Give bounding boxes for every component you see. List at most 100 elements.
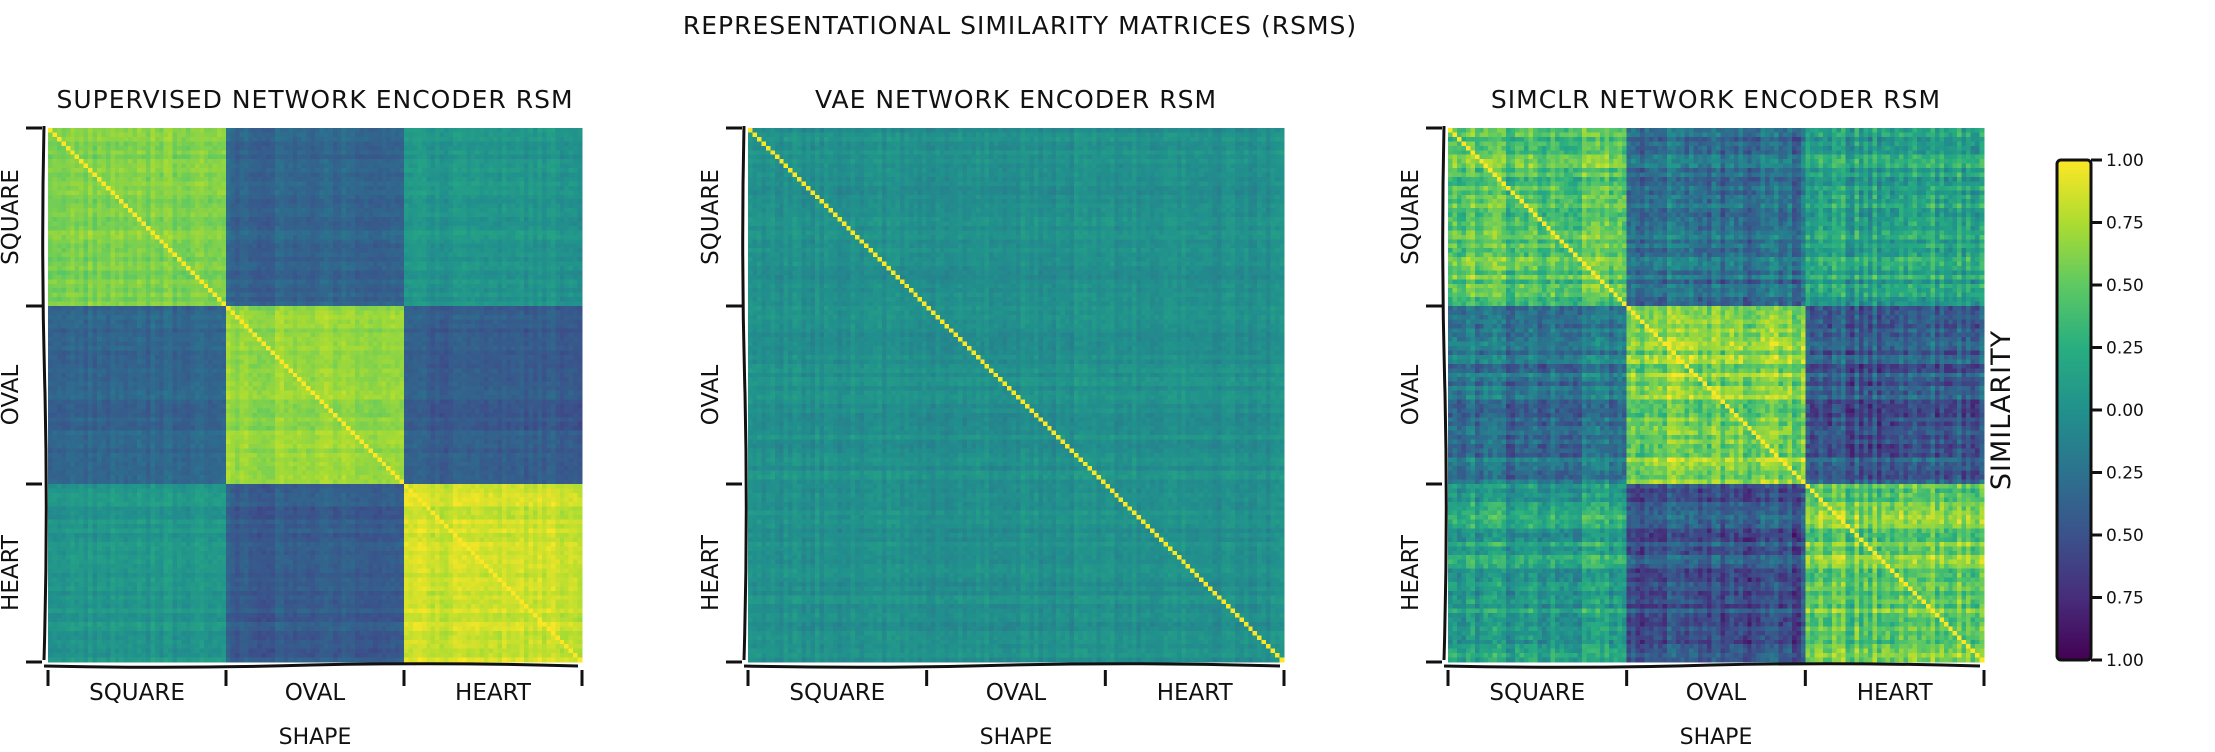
heatmap-cell xyxy=(101,181,106,186)
heatmap-cell xyxy=(141,155,146,160)
heatmap-cell xyxy=(422,181,427,186)
heatmap-cell xyxy=(133,226,138,231)
heatmap-cell xyxy=(186,150,191,155)
heatmap-cell xyxy=(520,146,525,151)
heatmap-cell xyxy=(471,150,476,155)
heatmap-cell xyxy=(449,208,454,213)
heatmap-cell xyxy=(93,159,98,164)
heatmap-cell xyxy=(408,137,413,142)
heatmap-cell xyxy=(444,177,449,182)
heatmap-cell xyxy=(84,190,89,195)
heatmap-cell xyxy=(395,204,400,209)
heatmap-cell xyxy=(368,221,373,226)
heatmap-cell xyxy=(141,159,146,164)
heatmap-cell xyxy=(360,150,365,155)
heatmap-cell xyxy=(262,177,267,182)
heatmap-cell xyxy=(391,159,396,164)
heatmap-cell xyxy=(426,150,431,155)
heatmap-cell xyxy=(440,217,445,222)
heatmap-cell xyxy=(124,146,129,151)
heatmap-cell xyxy=(168,137,173,142)
heatmap-cell xyxy=(449,173,454,178)
heatmap-cell xyxy=(560,217,565,222)
heatmap-cell xyxy=(159,190,164,195)
heatmap-cell xyxy=(337,186,342,191)
heatmap-cell xyxy=(471,155,476,160)
heatmap-cell xyxy=(546,221,551,226)
heatmap-cell xyxy=(449,186,454,191)
heatmap-cell xyxy=(297,128,302,133)
heatmap-cell xyxy=(106,221,111,226)
heatmap-cell xyxy=(293,164,298,169)
heatmap-cell xyxy=(137,181,142,186)
heatmap-cell xyxy=(400,150,405,155)
heatmap-cell xyxy=(133,199,138,204)
heatmap-cell xyxy=(48,159,53,164)
heatmap-cell xyxy=(400,190,405,195)
heatmap-cell xyxy=(444,155,449,160)
heatmap-cell xyxy=(502,204,507,209)
heatmap-cell xyxy=(226,141,231,146)
heatmap-cell xyxy=(457,181,462,186)
heatmap-cell xyxy=(377,213,382,218)
heatmap-cell xyxy=(239,128,244,133)
heatmap-cell xyxy=(417,208,422,213)
heatmap-cell xyxy=(110,173,115,178)
heatmap-cell xyxy=(368,173,373,178)
heatmap-cell xyxy=(431,141,436,146)
heatmap-cell xyxy=(497,132,502,137)
heatmap-cell xyxy=(364,204,369,209)
heatmap-cell xyxy=(106,159,111,164)
heatmap-cell xyxy=(417,221,422,226)
heatmap-cell xyxy=(115,177,120,182)
heatmap-cell xyxy=(253,159,258,164)
heatmap-cell xyxy=(462,155,467,160)
heatmap-cell xyxy=(408,173,413,178)
heatmap-cell xyxy=(226,159,231,164)
heatmap-cell xyxy=(520,155,525,160)
heatmap-cell xyxy=(400,141,405,146)
heatmap-cell xyxy=(337,204,342,209)
heatmap-cell xyxy=(226,195,231,200)
heatmap-cell xyxy=(475,150,480,155)
heatmap-cell xyxy=(520,181,525,186)
heatmap-cell xyxy=(449,199,454,204)
heatmap-cell xyxy=(311,150,316,155)
heatmap-cell xyxy=(311,221,316,226)
heatmap-cell xyxy=(213,217,218,222)
heatmap-cell xyxy=(159,137,164,142)
heatmap-cell xyxy=(471,128,476,133)
heatmap-cell xyxy=(546,208,551,213)
heatmap-cell xyxy=(306,146,311,151)
heatmap-cell xyxy=(373,213,378,218)
heatmap-cell xyxy=(222,159,227,164)
heatmap-cell xyxy=(57,204,62,209)
heatmap-cell xyxy=(484,155,489,160)
heatmap-cell xyxy=(253,221,258,226)
heatmap-cell xyxy=(119,199,124,204)
heatmap-cell xyxy=(110,217,115,222)
heatmap-cell xyxy=(564,181,569,186)
heatmap-cell xyxy=(444,141,449,146)
heatmap-cell xyxy=(61,132,66,137)
heatmap-cell xyxy=(155,190,160,195)
heatmap-cell xyxy=(315,173,320,178)
heatmap-cell xyxy=(311,128,316,133)
heatmap-cell xyxy=(351,199,356,204)
heatmap-cell xyxy=(546,168,551,173)
heatmap-cell xyxy=(230,217,235,222)
heatmap-cell xyxy=(239,186,244,191)
heatmap-cell xyxy=(119,226,124,231)
heatmap-cell xyxy=(351,137,356,142)
heatmap-cell xyxy=(506,173,511,178)
heatmap-cell xyxy=(400,164,405,169)
heatmap-cell xyxy=(529,150,534,155)
heatmap-cell xyxy=(457,146,462,151)
heatmap-cell xyxy=(275,137,280,142)
heatmap-cell xyxy=(426,137,431,142)
heatmap-cell xyxy=(564,146,569,151)
heatmap-cell xyxy=(57,208,62,213)
heatmap-cell xyxy=(150,155,155,160)
heatmap-cell xyxy=(480,168,485,173)
heatmap-cell xyxy=(342,155,347,160)
